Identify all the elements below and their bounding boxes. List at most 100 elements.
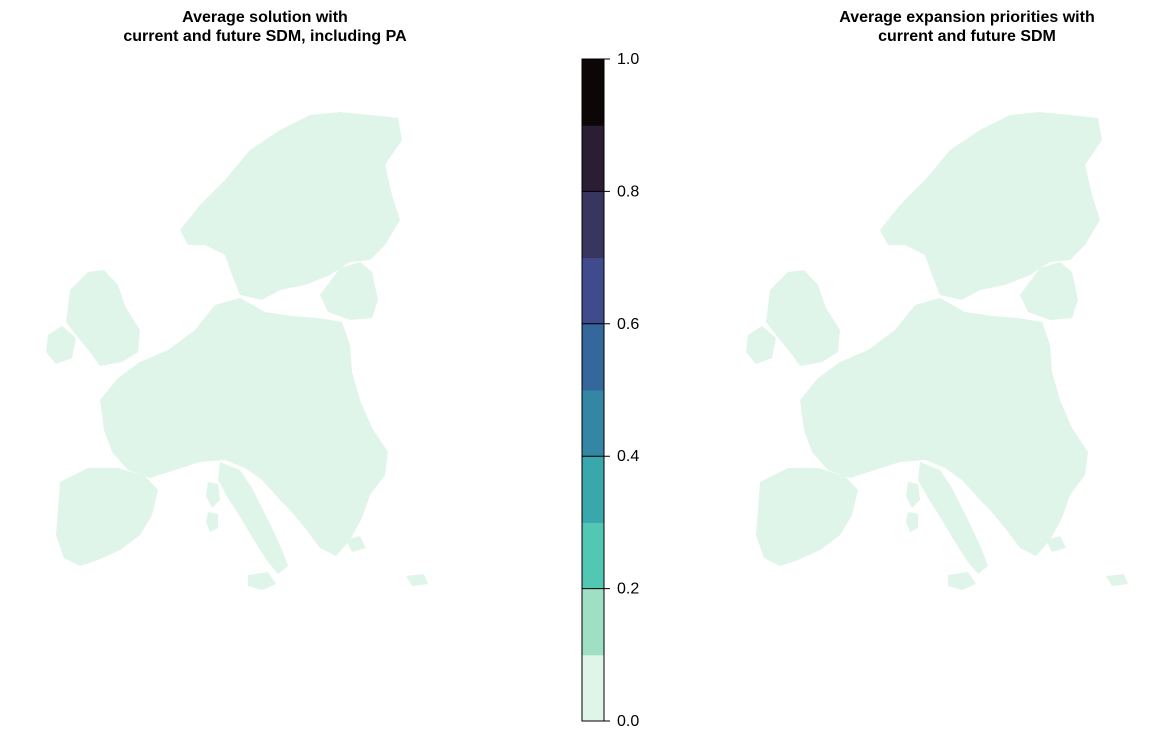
raster-cell — [187, 471, 193, 476]
raster-cell — [305, 312, 308, 315]
raster-cell — [235, 530, 240, 535]
raster-cell — [93, 413, 98, 417]
raster-cell — [121, 552, 128, 558]
raster-cell — [99, 383, 103, 387]
raster-cell — [211, 303, 215, 306]
raster-cell — [285, 514, 289, 517]
raster-cell — [205, 462, 208, 465]
raster-cell — [288, 305, 295, 310]
raster-cell — [259, 127, 264, 131]
raster-cell — [193, 298, 198, 303]
raster-cell — [932, 536, 935, 538]
raster-cell — [222, 292, 227, 297]
raster-cell — [250, 476, 256, 481]
raster-cell — [287, 522, 293, 528]
raster-cell — [230, 509, 236, 514]
raster-cell — [223, 533, 228, 537]
raster-cell — [294, 520, 300, 525]
raster-cell — [201, 190, 204, 193]
raster-cell — [170, 472, 176, 477]
raster-cell — [145, 527, 150, 531]
raster-cell — [898, 469, 902, 473]
raster-cell — [276, 502, 279, 505]
raster-cell — [928, 510, 934, 515]
raster-cell — [900, 471, 906, 476]
raster-cell — [176, 470, 180, 473]
raster-cell — [258, 134, 263, 138]
raster-cell — [138, 325, 141, 328]
raster-cell — [302, 108, 306, 111]
raster-cell — [888, 467, 895, 472]
raster-cell — [188, 467, 195, 472]
raster-cell — [263, 306, 268, 310]
raster-cell — [239, 527, 242, 530]
raster-cell — [1025, 312, 1028, 315]
raster-cell — [181, 307, 188, 313]
raster-cell — [145, 536, 152, 542]
raster-cell — [178, 332, 185, 338]
raster-cell — [113, 374, 118, 377]
raster-cell — [164, 474, 168, 477]
raster-cell — [238, 541, 241, 544]
raster-cell — [283, 522, 289, 527]
raster-cell — [269, 501, 274, 505]
raster-cell — [200, 474, 205, 478]
raster-cell — [861, 477, 867, 481]
raster-cell — [139, 310, 143, 314]
raster-cell — [368, 498, 373, 502]
raster-cell — [305, 112, 310, 116]
raster-cell — [152, 531, 157, 535]
raster-cell — [985, 511, 989, 514]
raster-cell — [382, 112, 388, 113]
raster-cell — [316, 313, 322, 318]
raster-cell — [384, 112, 389, 116]
raster-cell — [277, 538, 280, 540]
raster-cell — [384, 108, 387, 110]
raster-cell — [180, 311, 184, 314]
raster-cell — [968, 495, 972, 498]
raster-cell — [108, 564, 114, 568]
raster-cell — [208, 464, 212, 468]
raster-cell — [277, 522, 280, 524]
raster-cell — [264, 510, 269, 514]
raster-cell — [227, 508, 233, 514]
raster-cell — [277, 535, 282, 539]
raster-cell — [246, 537, 251, 541]
raster-cell — [949, 543, 955, 547]
raster-cell — [1010, 313, 1017, 318]
raster-cell — [922, 491, 925, 494]
raster-cell — [172, 335, 176, 339]
raster-cell — [187, 471, 192, 475]
raster-cell — [96, 404, 101, 408]
raster-cell — [964, 502, 968, 505]
raster-cell — [183, 319, 189, 324]
raster-cell — [219, 285, 226, 290]
raster-cell — [239, 529, 245, 534]
raster-cell — [1016, 306, 1022, 311]
raster-cell — [311, 300, 316, 304]
raster-cell — [980, 508, 986, 513]
raster-cell — [298, 108, 300, 110]
raster-cell — [283, 515, 288, 519]
raster-cell — [201, 462, 204, 465]
raster-cell — [182, 467, 188, 472]
raster-cell — [892, 481, 897, 486]
raster-cell — [229, 532, 234, 536]
raster-cell — [236, 523, 240, 526]
raster-cell — [282, 507, 287, 511]
raster-cell — [250, 475, 255, 479]
raster-cell — [265, 500, 270, 504]
raster-cell — [191, 316, 196, 320]
raster-cell — [280, 114, 283, 116]
raster-cell — [269, 500, 275, 505]
raster-cell — [270, 299, 274, 302]
raster-cell — [189, 466, 193, 470]
raster-cell — [161, 512, 167, 517]
raster-cell — [203, 465, 207, 468]
raster-cell — [219, 488, 223, 491]
raster-cell — [156, 522, 159, 525]
raster-cell — [129, 548, 134, 551]
raster-cell — [195, 466, 201, 470]
raster-cell — [975, 525, 979, 528]
raster-cell — [201, 469, 208, 474]
